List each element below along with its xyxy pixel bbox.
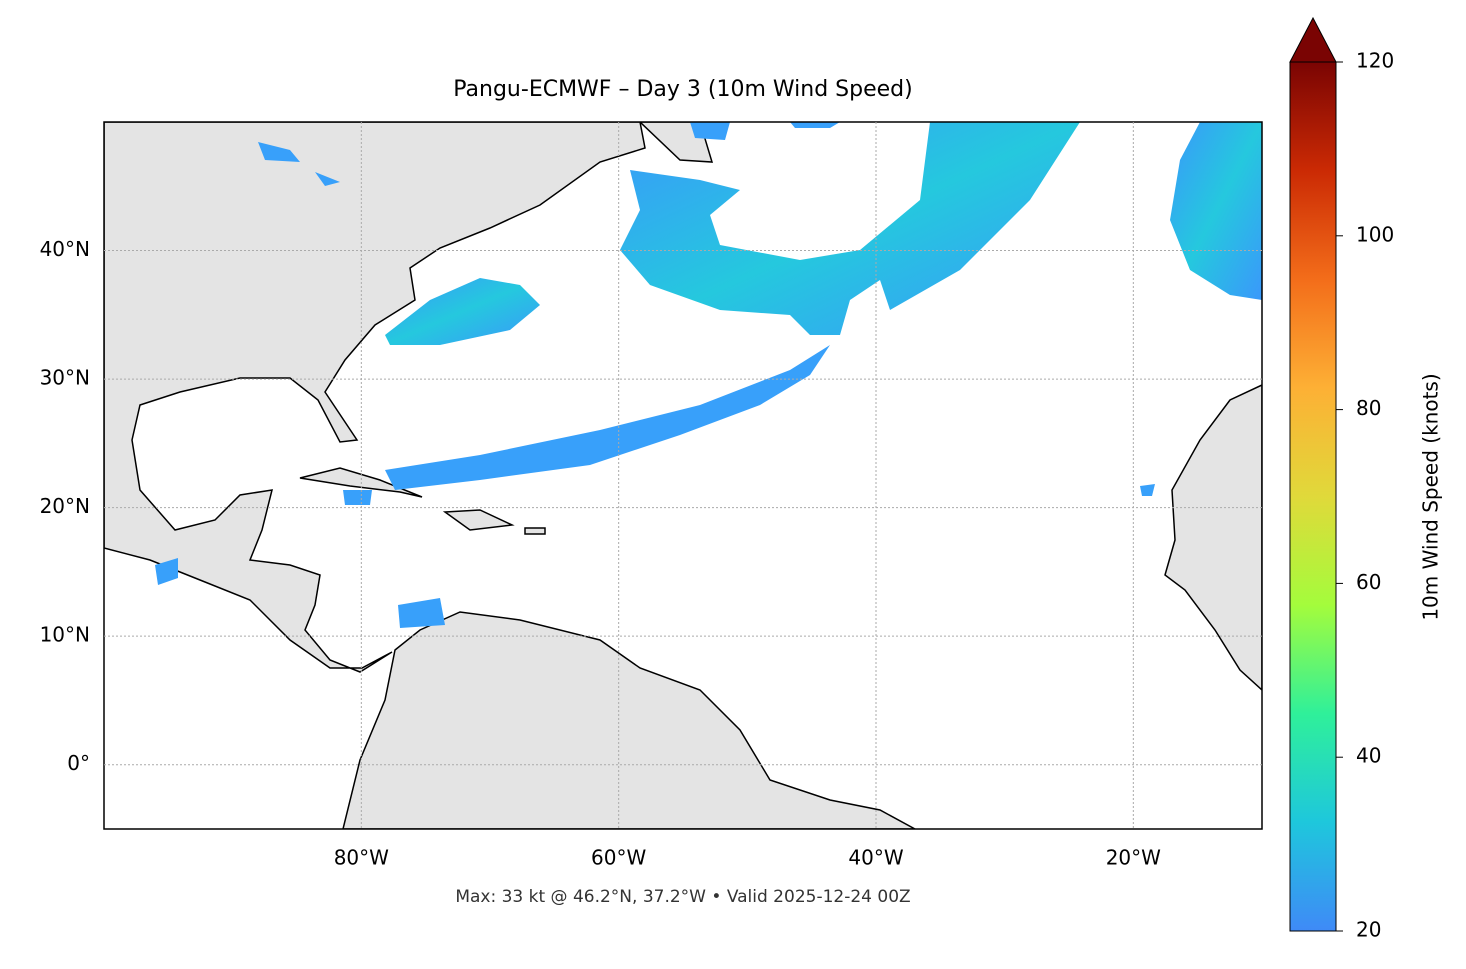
footnote: Max: 33 kt @ 46.2°N, 37.2°W • Valid 2025… (455, 887, 910, 907)
land-africa (1164, 384, 1262, 692)
colorbar-tick-label: 80 (1356, 396, 1381, 420)
y-tick-label: 20°N (40, 494, 90, 518)
chart-title: Pangu-ECMWF – Day 3 (10m Wind Speed) (453, 77, 912, 102)
colorbar-tick-label: 40 (1356, 744, 1381, 768)
colorbar (1289, 61, 1337, 932)
wind-area (1170, 122, 1262, 300)
colorbar-tick-label: 60 (1356, 570, 1381, 594)
colorbar-tick-label: 120 (1356, 49, 1394, 73)
colorbar-extend (1289, 16, 1337, 63)
y-tick-label: 30°N (40, 366, 90, 390)
colorbar-label: 10m Wind Speed (knots) (1419, 373, 1443, 620)
map-frame (103, 121, 1263, 830)
x-tick-label: 20°W (1106, 846, 1161, 870)
y-tick-label: 0° (67, 751, 90, 775)
y-tick-label: 10°N (40, 623, 90, 647)
y-tick-label: 40°N (40, 237, 90, 261)
map-area (104, 122, 1262, 829)
x-tick-label: 60°W (591, 846, 646, 870)
wind-area (385, 278, 540, 345)
land-puerto-rico (524, 527, 546, 535)
wind-area (620, 122, 1080, 335)
colorbar-tick-label: 20 (1356, 918, 1381, 942)
land-north-america (104, 122, 646, 673)
x-tick-label: 80°W (334, 846, 389, 870)
land-south-america (342, 611, 916, 829)
wind-area (385, 345, 830, 490)
x-tick-label: 40°W (848, 846, 903, 870)
colorbar-tick-label: 100 (1356, 222, 1394, 246)
land-hispaniola (442, 509, 515, 531)
